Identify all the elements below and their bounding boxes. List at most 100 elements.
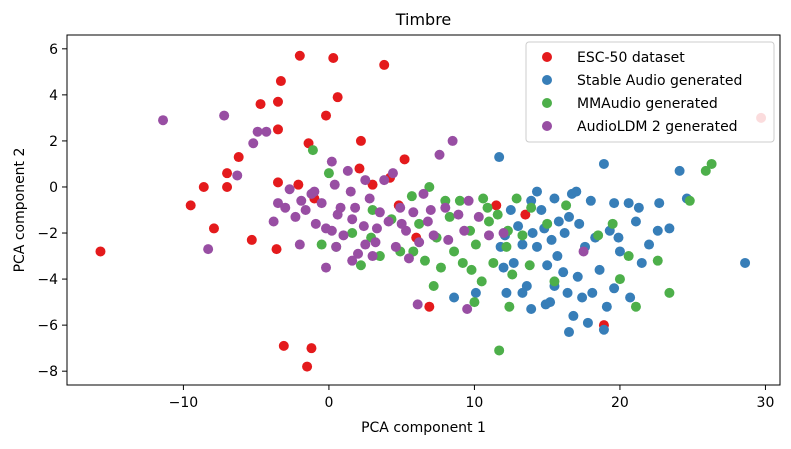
- plot-frame: [66, 34, 781, 386]
- x-tick-label: 10: [466, 395, 484, 411]
- point-esc50: [222, 168, 233, 179]
- point-mmaudio: [700, 165, 711, 176]
- point-stable-audio: [568, 310, 579, 321]
- point-stable-audio: [505, 205, 516, 215]
- point-mmaudio: [623, 251, 634, 262]
- point-stable-audio: [654, 198, 665, 209]
- point-esc50: [272, 96, 283, 107]
- point-mmaudio: [428, 280, 439, 291]
- point-stable-audio: [577, 292, 588, 303]
- point-audioldm2: [414, 237, 425, 248]
- point-audioldm2: [252, 126, 263, 137]
- point-audioldm2: [290, 211, 301, 222]
- point-audioldm2: [309, 186, 320, 197]
- point-mmaudio: [323, 168, 334, 179]
- point-audioldm2: [294, 239, 305, 250]
- legend-label-audioldm2: AudioLDM 2 generated: [577, 119, 738, 135]
- point-stable-audio: [494, 152, 505, 163]
- point-stable-audio: [564, 327, 575, 338]
- point-mmaudio: [424, 181, 435, 192]
- point-stable-audio: [652, 225, 663, 236]
- point-audioldm2: [316, 198, 327, 209]
- point-esc50: [272, 124, 283, 135]
- legend-marker-esc50: [542, 52, 552, 62]
- point-audioldm2: [440, 202, 451, 213]
- point-mmaudio: [454, 195, 465, 206]
- point-mmaudio: [593, 230, 604, 241]
- y-tick-label: 6: [49, 42, 58, 58]
- point-stable-audio: [449, 292, 460, 303]
- y-tick-label: −4: [37, 272, 58, 288]
- point-mmaudio: [469, 297, 480, 308]
- point-mmaudio: [488, 257, 499, 268]
- legend-label-esc50: ESC-50 dataset: [577, 50, 685, 66]
- point-audioldm2: [396, 218, 407, 229]
- point-stable-audio: [536, 205, 547, 215]
- point-audioldm2: [453, 209, 464, 220]
- point-stable-audio: [552, 251, 563, 262]
- y-tick-label: −2: [37, 226, 58, 242]
- point-audioldm2: [412, 299, 423, 310]
- point-mmaudio: [492, 209, 503, 220]
- point-audioldm2: [422, 216, 433, 227]
- points-layer: [95, 50, 767, 372]
- point-mmaudio: [316, 239, 327, 250]
- point-mmaudio: [652, 255, 663, 266]
- point-audioldm2: [578, 246, 589, 257]
- y-tick-label: −8: [37, 364, 58, 380]
- point-mmaudio: [507, 269, 518, 280]
- point-esc50: [354, 163, 365, 174]
- legend-label-stable-audio: Stable Audio generated: [577, 73, 742, 89]
- point-audioldm2: [158, 115, 169, 126]
- legend-marker-stable-audio: [542, 75, 552, 85]
- point-stable-audio: [498, 262, 509, 273]
- point-stable-audio: [636, 257, 647, 268]
- point-audioldm2: [232, 170, 243, 181]
- point-esc50: [332, 92, 343, 103]
- point-stable-audio: [594, 264, 605, 275]
- y-tick-label: 0: [49, 180, 58, 196]
- point-audioldm2: [463, 195, 474, 206]
- point-esc50: [255, 99, 266, 110]
- point-audioldm2: [390, 241, 401, 252]
- point-esc50: [233, 152, 244, 163]
- point-audioldm2: [360, 175, 371, 186]
- point-esc50: [491, 200, 502, 211]
- point-audioldm2: [408, 207, 419, 218]
- point-mmaudio: [444, 211, 455, 222]
- x-tick-label: 20: [611, 395, 629, 411]
- point-stable-audio: [598, 158, 609, 169]
- point-stable-audio: [553, 216, 564, 227]
- y-tick-label: 4: [49, 88, 58, 104]
- point-mmaudio: [483, 216, 494, 227]
- point-mmaudio: [504, 301, 515, 312]
- point-stable-audio: [521, 280, 532, 291]
- point-audioldm2: [364, 193, 375, 204]
- point-audioldm2: [428, 230, 439, 241]
- point-audioldm2: [219, 110, 230, 121]
- point-mmaudio: [449, 246, 460, 257]
- point-stable-audio: [549, 193, 560, 204]
- point-audioldm2: [350, 202, 361, 213]
- point-audioldm2: [272, 198, 283, 209]
- point-mmaudio: [440, 195, 451, 206]
- point-audioldm2: [326, 225, 337, 236]
- point-esc50: [208, 223, 219, 234]
- legend-marker-audioldm2: [542, 121, 552, 131]
- chart-title: Timbre: [395, 10, 452, 29]
- point-esc50: [293, 179, 304, 190]
- point-audioldm2: [342, 165, 353, 176]
- point-audioldm2: [383, 216, 394, 227]
- point-audioldm2: [395, 202, 406, 213]
- point-audioldm2: [261, 126, 272, 137]
- point-audioldm2: [403, 253, 414, 264]
- point-esc50: [294, 50, 305, 61]
- point-mmaudio: [457, 257, 468, 268]
- point-stable-audio: [571, 186, 582, 197]
- point-stable-audio: [517, 239, 528, 250]
- point-stable-audio: [574, 218, 585, 229]
- point-mmaudio: [414, 218, 425, 229]
- point-mmaudio: [549, 276, 560, 287]
- point-stable-audio: [633, 202, 644, 213]
- point-stable-audio: [644, 239, 655, 250]
